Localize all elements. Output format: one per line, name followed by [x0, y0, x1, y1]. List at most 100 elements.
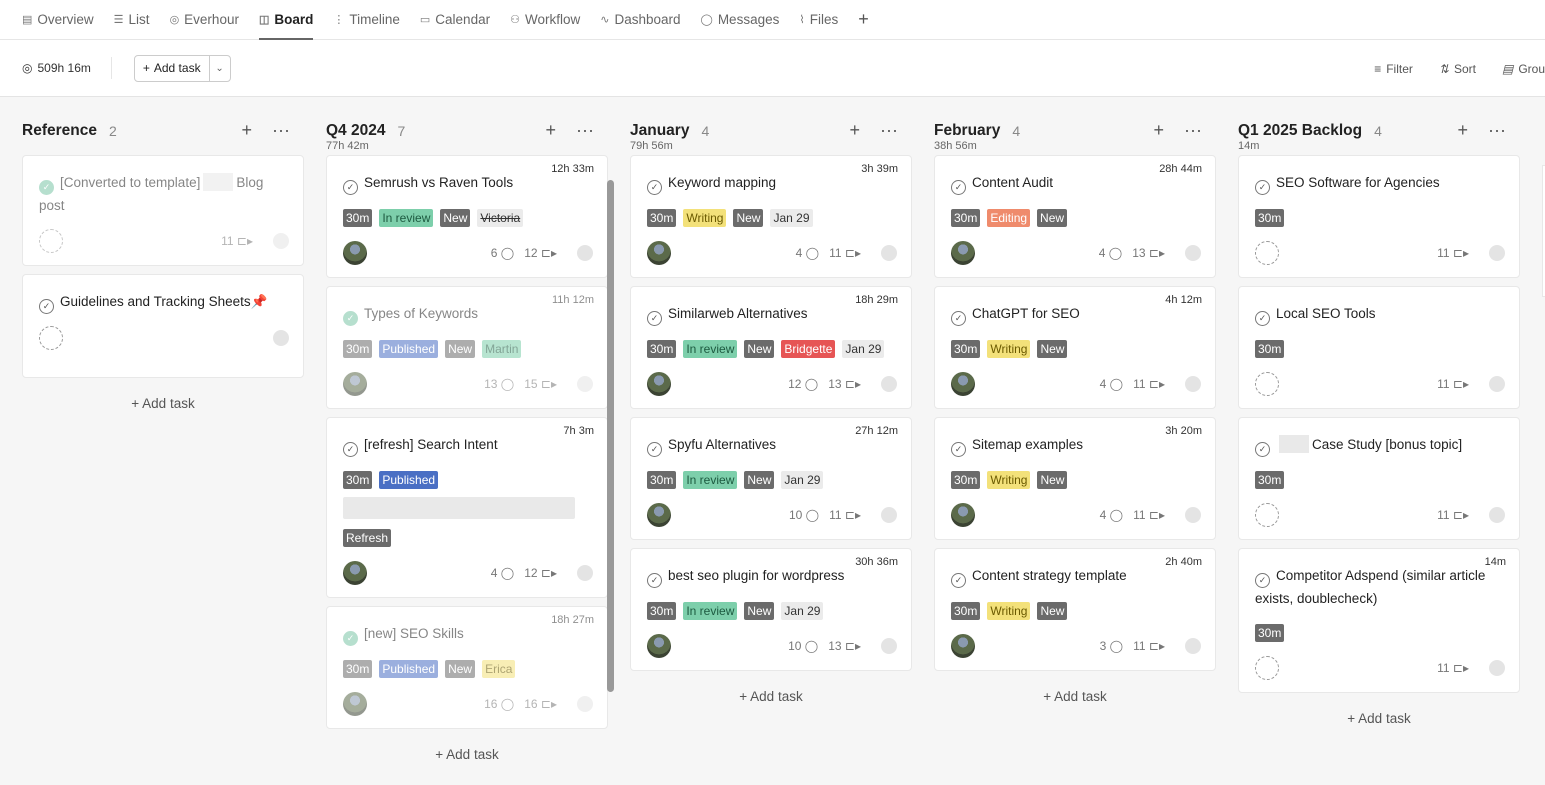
avatar[interactable] [951, 634, 975, 658]
check-circle-icon[interactable]: ✓ [1255, 180, 1270, 195]
timer-play-icon[interactable] [881, 638, 897, 654]
subtasks[interactable]: 11 ⊏▸ [1133, 639, 1165, 653]
task-card[interactable]: 7h 3m ✓ [refresh] Search Intent 30m Publishe… [326, 417, 608, 598]
filter-button[interactable]: ≡ Filter [1374, 61, 1413, 76]
timer-play-icon[interactable] [577, 696, 593, 712]
task-card[interactable]: 3h 20m ✓ Sitemap examples 30m Writing New 4 ◯ 1… [934, 417, 1216, 540]
add-tab-button[interactable]: + [858, 9, 869, 29]
check-circle-icon[interactable]: ✓ [647, 442, 662, 457]
check-circle-icon[interactable]: ✓ [1255, 573, 1270, 588]
subtasks[interactable]: 12 ⊏▸ [524, 246, 557, 260]
avatar[interactable] [343, 561, 367, 585]
task-card[interactable]: ✓ [Converted to template] Blog post 11 ⊏▸ [22, 155, 304, 266]
check-circle-icon[interactable]: ✓ [951, 442, 966, 457]
avatar[interactable] [951, 372, 975, 396]
add-task-link[interactable]: + Add task [1347, 711, 1411, 726]
avatar[interactable] [343, 372, 367, 396]
assign-user-icon[interactable] [1255, 241, 1279, 265]
subtasks[interactable]: 12 ⊏▸ [524, 566, 557, 580]
task-card[interactable]: 30h 36m ✓ best seo plugin for wordpress 30m… [630, 548, 912, 671]
avatar[interactable] [343, 692, 367, 716]
more-icon[interactable]: ··· [880, 120, 898, 140]
check-circle-icon[interactable]: ✓ [647, 311, 662, 326]
avatar[interactable] [647, 241, 671, 265]
add-icon[interactable]: + [849, 120, 861, 140]
check-circle-icon[interactable]: ✓ [951, 573, 966, 588]
task-card[interactable]: 18h 27m ✓ [new] SEO Skills 30m Published New E… [326, 606, 608, 729]
task-card[interactable]: ✓ Local SEO Tools 30m 11 ⊏▸ [1238, 286, 1520, 409]
tab-messages[interactable]: ◯ Messages [701, 0, 780, 40]
subtasks[interactable]: 11 ⊏▸ [1437, 246, 1469, 260]
more-icon[interactable]: ··· [272, 120, 290, 140]
assign-user-icon[interactable] [39, 326, 63, 350]
timer-play-icon[interactable] [577, 376, 593, 392]
add-task-link[interactable]: + Add task [1043, 689, 1107, 704]
task-card[interactable]: ✓ Case Study [bonus topic] 30m 11 ⊏▸ [1238, 417, 1520, 540]
subtasks[interactable]: 11 ⊏▸ [1437, 377, 1469, 391]
avatar[interactable] [343, 241, 367, 265]
subtasks[interactable]: 13 ⊏▸ [828, 377, 861, 391]
add-icon[interactable]: + [241, 120, 253, 140]
add-task-dropdown[interactable]: ⌄ [210, 63, 230, 74]
check-circle-icon[interactable]: ✓ [343, 631, 358, 646]
more-icon[interactable]: ··· [1488, 120, 1506, 140]
timer-play-icon[interactable] [1185, 245, 1201, 261]
check-circle-icon[interactable]: ✓ [1255, 442, 1270, 457]
task-card[interactable]: 12h 33m ✓ Semrush vs Raven Tools 30m In revi… [326, 155, 608, 278]
task-card[interactable]: 11h 12m ✓ Types of Keywords 30m Published New… [326, 286, 608, 409]
tab-timeline[interactable]: ⋮ Timeline [333, 0, 400, 40]
timer-play-icon[interactable] [1489, 507, 1505, 523]
timer-play-icon[interactable] [1185, 638, 1201, 654]
timer-play-icon[interactable] [273, 330, 289, 346]
subtasks[interactable]: 15 ⊏▸ [524, 377, 557, 391]
avatar[interactable] [647, 503, 671, 527]
add-icon[interactable]: + [545, 120, 557, 140]
tab-everhour[interactable]: ◎ Everhour [170, 0, 239, 40]
add-icon[interactable]: + [1457, 120, 1469, 140]
subtasks[interactable]: 11 ⊏▸ [1133, 377, 1165, 391]
check-circle-icon[interactable]: ✓ [1255, 311, 1270, 326]
check-circle-icon[interactable]: ✓ [343, 311, 358, 326]
check-circle-icon[interactable]: ✓ [343, 180, 358, 195]
sort-button[interactable]: ⇅ Sort [1438, 61, 1476, 76]
check-circle-icon[interactable]: ✓ [647, 573, 662, 588]
avatar[interactable] [951, 503, 975, 527]
tab-workflow[interactable]: ⚇ Workflow [510, 0, 580, 40]
add-task-link[interactable]: + Add task [435, 747, 499, 762]
avatar[interactable] [647, 634, 671, 658]
tab-board[interactable]: ◫ Board [258, 0, 314, 40]
tab-list[interactable]: ☰ List [114, 0, 150, 40]
add-task-link[interactable]: + Add task [739, 689, 803, 704]
timer-play-icon[interactable] [1185, 376, 1201, 392]
tab-calendar[interactable]: ▭ Calendar [420, 0, 490, 40]
timer-play-icon[interactable] [1489, 245, 1505, 261]
timer-play-icon[interactable] [577, 245, 593, 261]
task-card[interactable]: 14m ✓ Competitor Adspend (similar article … [1238, 548, 1520, 693]
avatar[interactable] [951, 241, 975, 265]
subtasks[interactable]: 11 ⊏▸ [1133, 508, 1165, 522]
timer-play-icon[interactable] [577, 565, 593, 581]
timer-play-icon[interactable] [881, 507, 897, 523]
tab-files[interactable]: ⌇ Files [799, 0, 838, 40]
subtasks[interactable]: 11 ⊏▸ [1437, 661, 1469, 675]
timer-play-icon[interactable] [1489, 660, 1505, 676]
subtasks[interactable]: 11 ⊏▸ [1437, 508, 1469, 522]
task-card[interactable]: 18h 29m ✓ Similarweb Alternatives 30m In rev… [630, 286, 912, 409]
check-circle-icon[interactable]: ✓ [647, 180, 662, 195]
task-card[interactable]: 2h 40m ✓ Content strategy template 30m Writi… [934, 548, 1216, 671]
task-card[interactable]: ✓ Guidelines and Tracking Sheets📌 [22, 274, 304, 378]
add-task-button[interactable]: + Add task [135, 55, 210, 81]
more-icon[interactable]: ··· [1184, 120, 1202, 140]
column-scrollbar[interactable] [607, 180, 614, 692]
assign-user-icon[interactable] [1255, 656, 1279, 680]
timer-play-icon[interactable] [881, 376, 897, 392]
avatar[interactable] [647, 372, 671, 396]
task-card[interactable]: 3h 39m ✓ Keyword mapping 30m Writing New Jan 2… [630, 155, 912, 278]
assign-user-icon[interactable] [1255, 503, 1279, 527]
task-card[interactable]: 4h 12m ✓ ChatGPT for SEO 30m Writing New 4 ◯ 11… [934, 286, 1216, 409]
assign-user-icon[interactable] [39, 229, 63, 253]
timer-play-icon[interactable] [881, 245, 897, 261]
add-icon[interactable]: + [1153, 120, 1165, 140]
tab-overview[interactable]: ▤ Overview [22, 0, 94, 40]
check-circle-icon[interactable]: ✓ [951, 311, 966, 326]
